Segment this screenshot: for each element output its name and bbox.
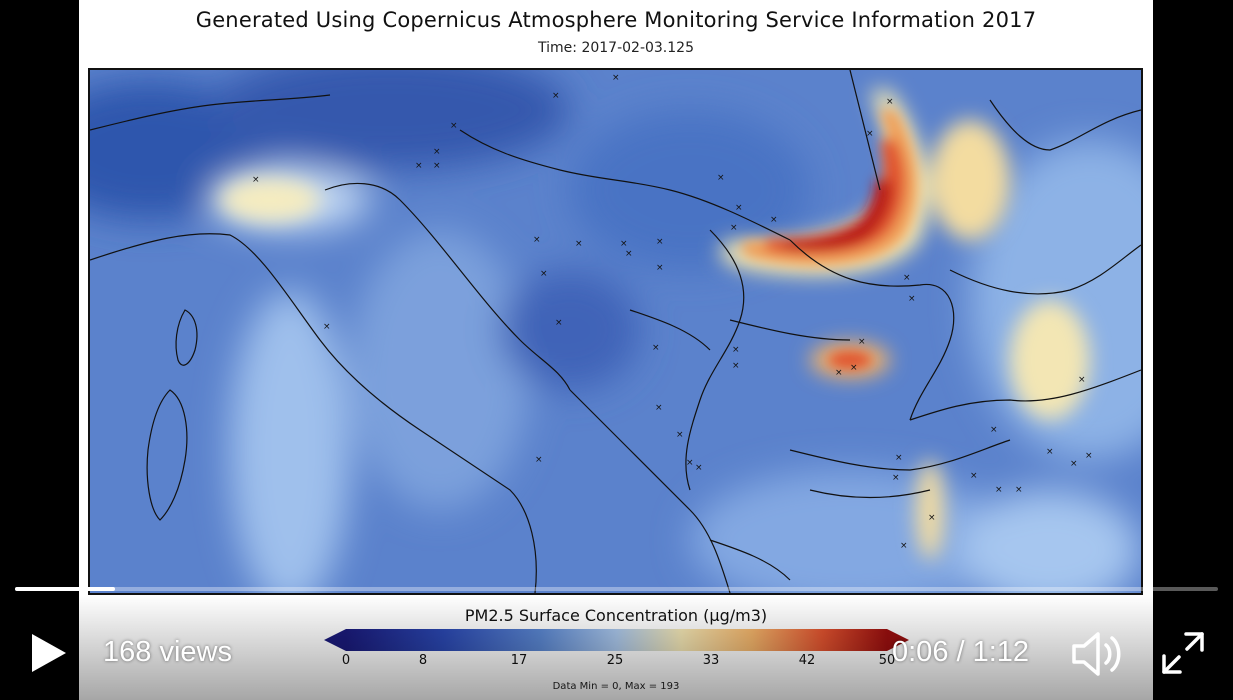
svg-text:×: ×	[533, 235, 541, 245]
colorbar	[324, 629, 909, 651]
colorbar-tick: 50	[878, 653, 896, 668]
svg-text:×: ×	[656, 263, 664, 273]
svg-text:×: ×	[903, 273, 911, 283]
svg-text:×: ×	[1046, 447, 1054, 457]
svg-text:×: ×	[886, 97, 894, 107]
svg-text:×: ×	[1078, 375, 1086, 385]
svg-text:×: ×	[1015, 485, 1023, 495]
station-markers: ××× ×× × × ×× ×× × × ×× ××× × ×× ××× ×× × ×× × …	[252, 73, 1093, 551]
svg-text:×: ×	[717, 173, 725, 183]
svg-text:×: ×	[990, 425, 998, 435]
colorbar-tick: 0	[341, 653, 351, 668]
colorbar-ticks: 0 8 17 25 33 42 50	[324, 653, 909, 671]
svg-text:×: ×	[866, 129, 874, 139]
svg-text:×: ×	[732, 345, 740, 355]
colorbar-tick: 8	[418, 653, 428, 668]
svg-text:×: ×	[735, 203, 743, 213]
svg-text:×: ×	[433, 161, 441, 171]
svg-text:×: ×	[908, 294, 916, 304]
svg-text:×: ×	[612, 73, 620, 83]
time-readout: 0:06 / 1:12	[892, 636, 1030, 668]
svg-text:×: ×	[652, 343, 660, 353]
svg-text:×: ×	[540, 269, 548, 279]
map-graphic: ××× ×× × × ×× ×× × × ×× ××× × ×× ××× ×× × ×× × …	[90, 70, 1141, 593]
colorbar-tick: 42	[798, 653, 816, 668]
svg-text:×: ×	[625, 249, 633, 259]
colorbar-title: PM2.5 Surface Concentration (µg/m3)	[464, 606, 768, 625]
svg-text:×: ×	[535, 455, 543, 465]
svg-text:×: ×	[928, 513, 936, 523]
svg-text:×: ×	[695, 463, 703, 473]
volume-icon	[1072, 632, 1121, 676]
fullscreen-icon	[1162, 632, 1204, 674]
video-title: Generated Using Copernicus Atmosphere Mo…	[195, 8, 1037, 32]
svg-text:×: ×	[892, 473, 900, 483]
svg-text:×: ×	[450, 121, 458, 131]
svg-text:×: ×	[620, 239, 628, 249]
svg-text:×: ×	[900, 541, 908, 551]
svg-text:×: ×	[676, 430, 684, 440]
svg-text:×: ×	[323, 322, 331, 332]
colorbar-tick: 17	[510, 653, 528, 668]
svg-text:×: ×	[552, 91, 560, 101]
svg-text:×: ×	[655, 403, 663, 413]
svg-text:×: ×	[995, 485, 1003, 495]
svg-text:×: ×	[656, 237, 664, 247]
svg-text:×: ×	[858, 337, 866, 347]
svg-text:×: ×	[1070, 459, 1078, 469]
progress-bar[interactable]	[15, 587, 1218, 591]
svg-text:×: ×	[575, 239, 583, 249]
svg-text:×: ×	[770, 215, 778, 225]
play-icon	[32, 634, 66, 672]
svg-text:×: ×	[730, 223, 738, 233]
svg-text:×: ×	[1085, 451, 1093, 461]
svg-text:×: ×	[555, 318, 563, 328]
volume-button[interactable]	[1068, 628, 1128, 680]
svg-text:×: ×	[415, 161, 423, 171]
colorbar-tick: 33	[702, 653, 720, 668]
svg-text:×: ×	[732, 361, 740, 371]
colorbar-tick: 25	[606, 653, 624, 668]
play-button[interactable]	[24, 628, 72, 678]
fullscreen-button[interactable]	[1158, 628, 1208, 678]
svg-text:×: ×	[835, 368, 843, 378]
svg-text:×: ×	[252, 175, 260, 185]
pollution-map: × × × × × × × × × × × × × × × × × × × × × × × × × × × × × × …	[88, 68, 1143, 595]
video-time-label: Time: 2017-02-03.125	[538, 40, 694, 56]
svg-text:×: ×	[433, 147, 441, 157]
svg-text:×: ×	[970, 471, 978, 481]
progress-fill	[15, 587, 115, 591]
svg-text:×: ×	[895, 453, 903, 463]
svg-text:×: ×	[850, 363, 858, 373]
svg-text:×: ×	[686, 458, 694, 468]
video-frame[interactable]: Generated Using Copernicus Atmosphere Mo…	[79, 0, 1153, 700]
view-count: 168 views	[103, 636, 232, 668]
data-minmax-label: Data Min = 0, Max = 193	[552, 681, 680, 692]
